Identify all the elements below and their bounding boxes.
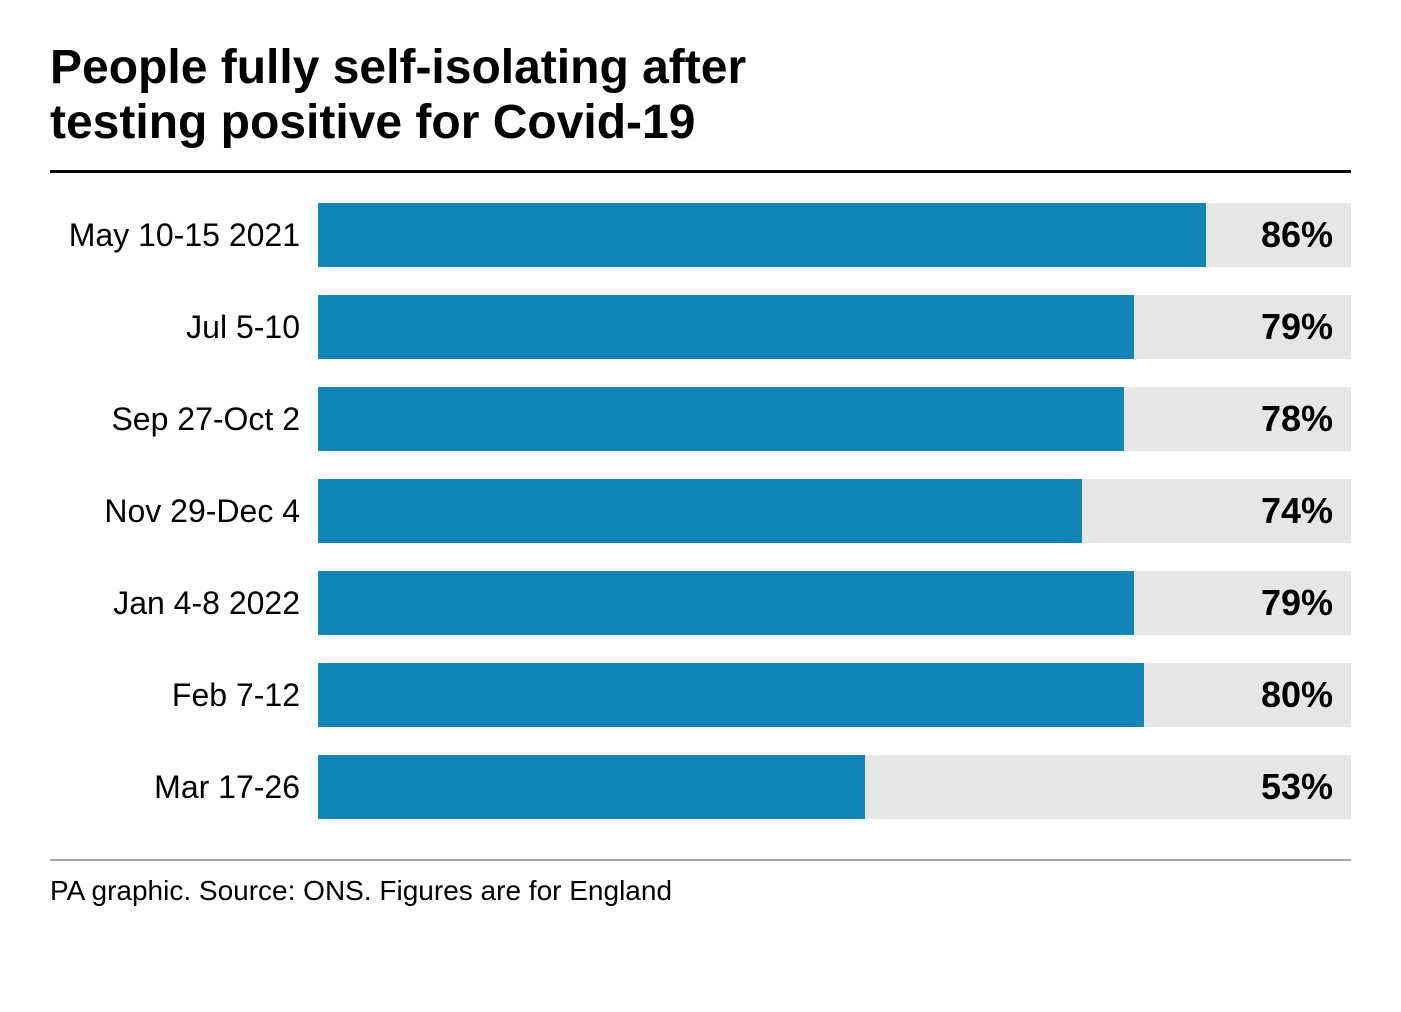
bar-fill [318,387,1124,451]
bar-label: Sep 27-Oct 2 [50,401,318,438]
bar-label: Jul 5-10 [50,309,318,346]
bar-track: 78% [318,387,1351,451]
chart-title: People fully self-isolating aftertesting… [50,40,1351,150]
footer-divider [50,859,1351,861]
bar-row: Jan 4-8 2022 79% [50,571,1351,635]
bar-track: 80% [318,663,1351,727]
chart-container: People fully self-isolating aftertesting… [0,0,1401,937]
bar-track: 79% [318,295,1351,359]
bar-label: Mar 17-26 [50,769,318,806]
bar-fill [318,295,1134,359]
bar-value: 78% [1261,398,1333,440]
bar-track: 53% [318,755,1351,819]
bar-fill [318,479,1082,543]
bar-row: May 10-15 2021 86% [50,203,1351,267]
chart-footer: PA graphic. Source: ONS. Figures are for… [50,875,1351,907]
bar-value: 53% [1261,766,1333,808]
bar-value: 86% [1261,214,1333,256]
bar-value: 80% [1261,674,1333,716]
bar-row: Sep 27-Oct 2 78% [50,387,1351,451]
bar-fill [318,755,865,819]
bar-track: 86% [318,203,1351,267]
bar-label: Jan 4-8 2022 [50,585,318,622]
bar-value: 79% [1261,582,1333,624]
bar-row: Feb 7-12 80% [50,663,1351,727]
bar-value: 79% [1261,306,1333,348]
bar-fill [318,203,1206,267]
title-divider [50,170,1351,173]
bar-label: Nov 29-Dec 4 [50,493,318,530]
bar-track: 74% [318,479,1351,543]
bar-row: Nov 29-Dec 4 74% [50,479,1351,543]
bar-fill [318,663,1144,727]
bar-label: Feb 7-12 [50,677,318,714]
bar-track: 79% [318,571,1351,635]
bar-rows: May 10-15 2021 86% Jul 5-10 79% Sep 27-Oct 2… [50,203,1351,819]
bar-value: 74% [1261,490,1333,532]
bar-label: May 10-15 2021 [50,217,318,254]
bar-row: Mar 17-26 53% [50,755,1351,819]
bar-row: Jul 5-10 79% [50,295,1351,359]
bar-fill [318,571,1134,635]
